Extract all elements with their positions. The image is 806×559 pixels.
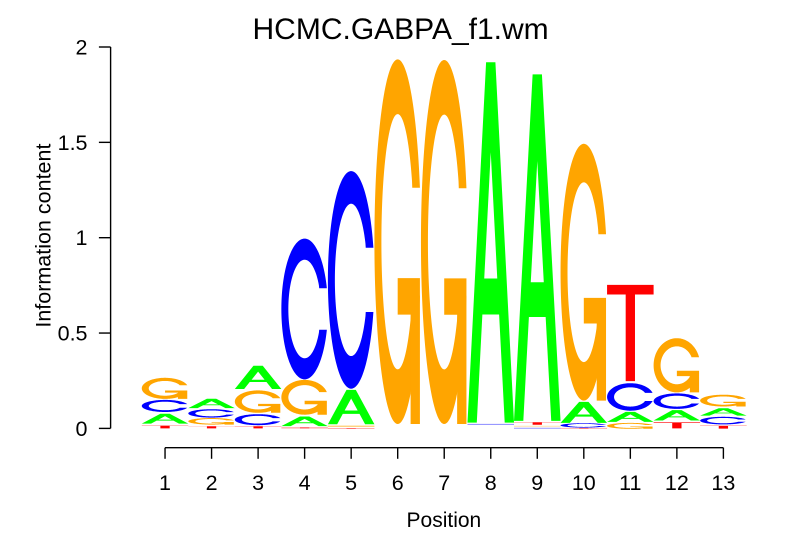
svg-text:8: 8 xyxy=(485,471,497,495)
svg-text:HCMC.GABPA_f1.wm: HCMC.GABPA_f1.wm xyxy=(253,13,549,46)
svg-text:5: 5 xyxy=(345,471,357,495)
svg-text:12: 12 xyxy=(665,471,689,495)
svg-text:1.5: 1.5 xyxy=(58,131,88,155)
svg-text:Position: Position xyxy=(407,509,482,532)
svg-text:0.5: 0.5 xyxy=(58,322,88,346)
svg-text:13: 13 xyxy=(711,471,735,495)
svg-text:3: 3 xyxy=(252,471,264,495)
svg-text:1: 1 xyxy=(76,226,88,250)
svg-text:0: 0 xyxy=(76,417,88,441)
svg-text:4: 4 xyxy=(299,471,311,495)
svg-text:2: 2 xyxy=(76,36,88,60)
svg-text:Information content: Information content xyxy=(31,144,55,328)
svg-text:7: 7 xyxy=(438,471,450,495)
svg-text:9: 9 xyxy=(531,471,543,495)
svg-text:6: 6 xyxy=(392,471,404,495)
svg-text:2: 2 xyxy=(206,471,218,495)
svg-text:11: 11 xyxy=(619,471,641,495)
svg-text:1: 1 xyxy=(159,471,171,495)
svg-text:10: 10 xyxy=(572,471,596,495)
